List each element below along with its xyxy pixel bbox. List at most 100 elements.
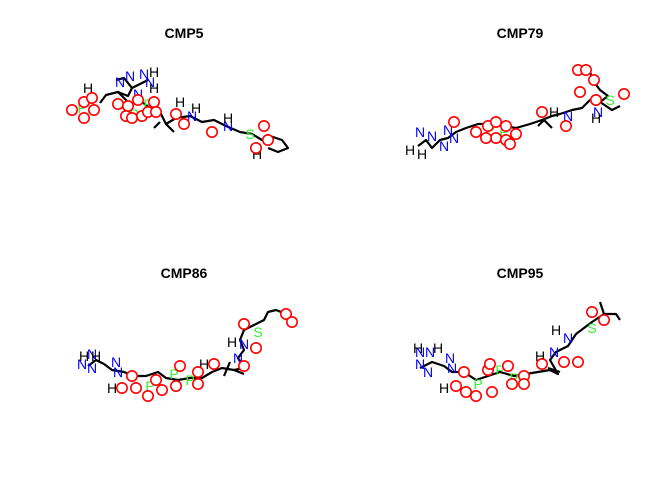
oxygen-atom-icon xyxy=(483,357,496,370)
bond-line xyxy=(537,119,545,127)
oxygen-atom-icon xyxy=(279,307,292,320)
bond-line xyxy=(547,366,561,374)
oxygen-atom-icon xyxy=(503,138,516,151)
oxygen-atom-icon xyxy=(479,132,492,145)
oxygen-atom-icon xyxy=(457,365,470,378)
atom-glyph-icon: P xyxy=(499,124,508,140)
atom-glyph-icon: H xyxy=(199,356,209,372)
atom-glyph-icon: N xyxy=(139,66,149,82)
bond-line xyxy=(233,368,245,376)
atom-glyph-icon: H xyxy=(149,80,159,96)
atom-glyph-icon: H xyxy=(417,146,427,162)
atom-glyph-icon: N xyxy=(449,130,459,146)
oxygen-atom-icon xyxy=(469,389,482,402)
atom-glyph-icon: H xyxy=(227,334,237,350)
oxygen-atom-icon xyxy=(489,132,502,145)
oxygen-atom-icon xyxy=(148,96,161,109)
atom-glyph-icon: H xyxy=(223,110,233,126)
atom-glyph-icon: N xyxy=(77,356,87,372)
atom-glyph-icon: H xyxy=(535,348,545,364)
oxygen-atom-icon xyxy=(535,106,548,119)
atom-glyph-icon: H xyxy=(413,340,423,356)
atom-glyph-icon: P xyxy=(509,370,518,386)
atom-glyph-icon: N xyxy=(239,336,249,352)
oxygen-atom-icon xyxy=(238,317,251,330)
oxygen-atom-icon xyxy=(501,359,514,372)
oxygen-atom-icon xyxy=(517,377,530,390)
oxygen-atom-icon xyxy=(499,120,512,133)
bond-line xyxy=(131,79,149,89)
oxygen-atom-icon xyxy=(192,365,205,378)
panel-title-cmp5: CMP5 xyxy=(164,25,204,41)
oxygen-atom-icon xyxy=(261,134,274,147)
bond-line xyxy=(598,301,606,315)
oxygen-atom-icon xyxy=(250,142,263,155)
oxygen-atom-icon xyxy=(557,355,570,368)
oxygen-atom-icon xyxy=(285,315,298,328)
atom-glyph-icon: N xyxy=(425,344,435,360)
atom-glyph-icon: N xyxy=(415,356,425,372)
atom-glyph-icon: N xyxy=(439,138,449,154)
oxygen-atom-icon xyxy=(238,359,251,372)
oxygen-atom-icon xyxy=(559,120,572,133)
atom-glyph-icon: N xyxy=(111,354,121,370)
oxygen-atom-icon xyxy=(250,341,263,354)
panel-title-cmp86: CMP86 xyxy=(160,265,208,281)
atom-glyph-icon: H xyxy=(252,146,262,162)
oxygen-atom-icon xyxy=(156,383,169,396)
atom-glyph-icon: P xyxy=(169,366,178,382)
oxygen-atom-icon xyxy=(86,92,99,105)
oxygen-atom-icon xyxy=(112,98,125,111)
atom-glyph-icon: H xyxy=(549,104,559,120)
atom-glyph-icon: N xyxy=(223,118,233,134)
atom-glyph-icon: H xyxy=(433,340,443,356)
atom-glyph-icon: N xyxy=(233,350,243,366)
panel-title-cmp79: CMP79 xyxy=(496,25,544,41)
oxygen-atom-icon xyxy=(130,381,143,394)
atom-glyph-icon: N xyxy=(593,104,603,120)
atom-glyph-icon: P xyxy=(77,100,86,116)
atom-glyph-icon: N xyxy=(563,330,573,346)
atom-glyph-icon: P xyxy=(143,96,152,112)
oxygen-atom-icon xyxy=(573,86,586,99)
oxygen-atom-icon xyxy=(192,377,205,390)
atom-glyph-icon: S xyxy=(245,126,254,142)
oxygen-atom-icon xyxy=(206,126,219,139)
oxygen-atom-icon xyxy=(116,381,129,394)
atom-glyph-icon: N xyxy=(415,124,425,140)
bond-line xyxy=(222,361,232,377)
oxygen-atom-icon xyxy=(150,106,163,119)
oxygen-atom-icon xyxy=(170,379,183,392)
oxygen-atom-icon xyxy=(170,108,183,121)
oxygen-atom-icon xyxy=(579,64,592,77)
atom-glyph-icon: S xyxy=(587,320,596,336)
atom-glyph-icon: N xyxy=(415,344,425,360)
atom-glyph-icon: N xyxy=(427,128,437,144)
bond-line xyxy=(543,119,553,129)
oxygen-atom-icon xyxy=(509,128,522,141)
oxygen-atom-icon xyxy=(66,104,79,117)
molecule-cmp79: NNNNNNNHHHHPPS xyxy=(405,64,630,162)
atom-glyph-icon: S xyxy=(253,324,262,340)
atom-glyph-icon: H xyxy=(107,380,117,396)
atom-glyph-icon: P xyxy=(473,376,482,392)
oxygen-atom-icon xyxy=(142,389,155,402)
oxygen-atom-icon xyxy=(489,116,502,129)
bond-line xyxy=(87,308,293,382)
oxygen-atom-icon xyxy=(485,385,498,398)
atom-glyph-icon: N xyxy=(423,364,433,380)
atom-glyph-icon: N xyxy=(113,364,123,380)
bond-line xyxy=(165,123,175,133)
oxygen-atom-icon xyxy=(208,357,221,370)
atom-glyph-icon: H xyxy=(149,64,159,80)
atom-glyph-icon: N xyxy=(187,108,197,124)
oxygen-atom-icon xyxy=(178,118,191,131)
atom-glyph-icon: N xyxy=(563,108,573,124)
oxygen-atom-icon xyxy=(132,94,145,107)
bond-line xyxy=(417,68,610,150)
atom-glyph-icon: H xyxy=(439,380,449,396)
atom-glyph-icon: P xyxy=(185,372,194,388)
